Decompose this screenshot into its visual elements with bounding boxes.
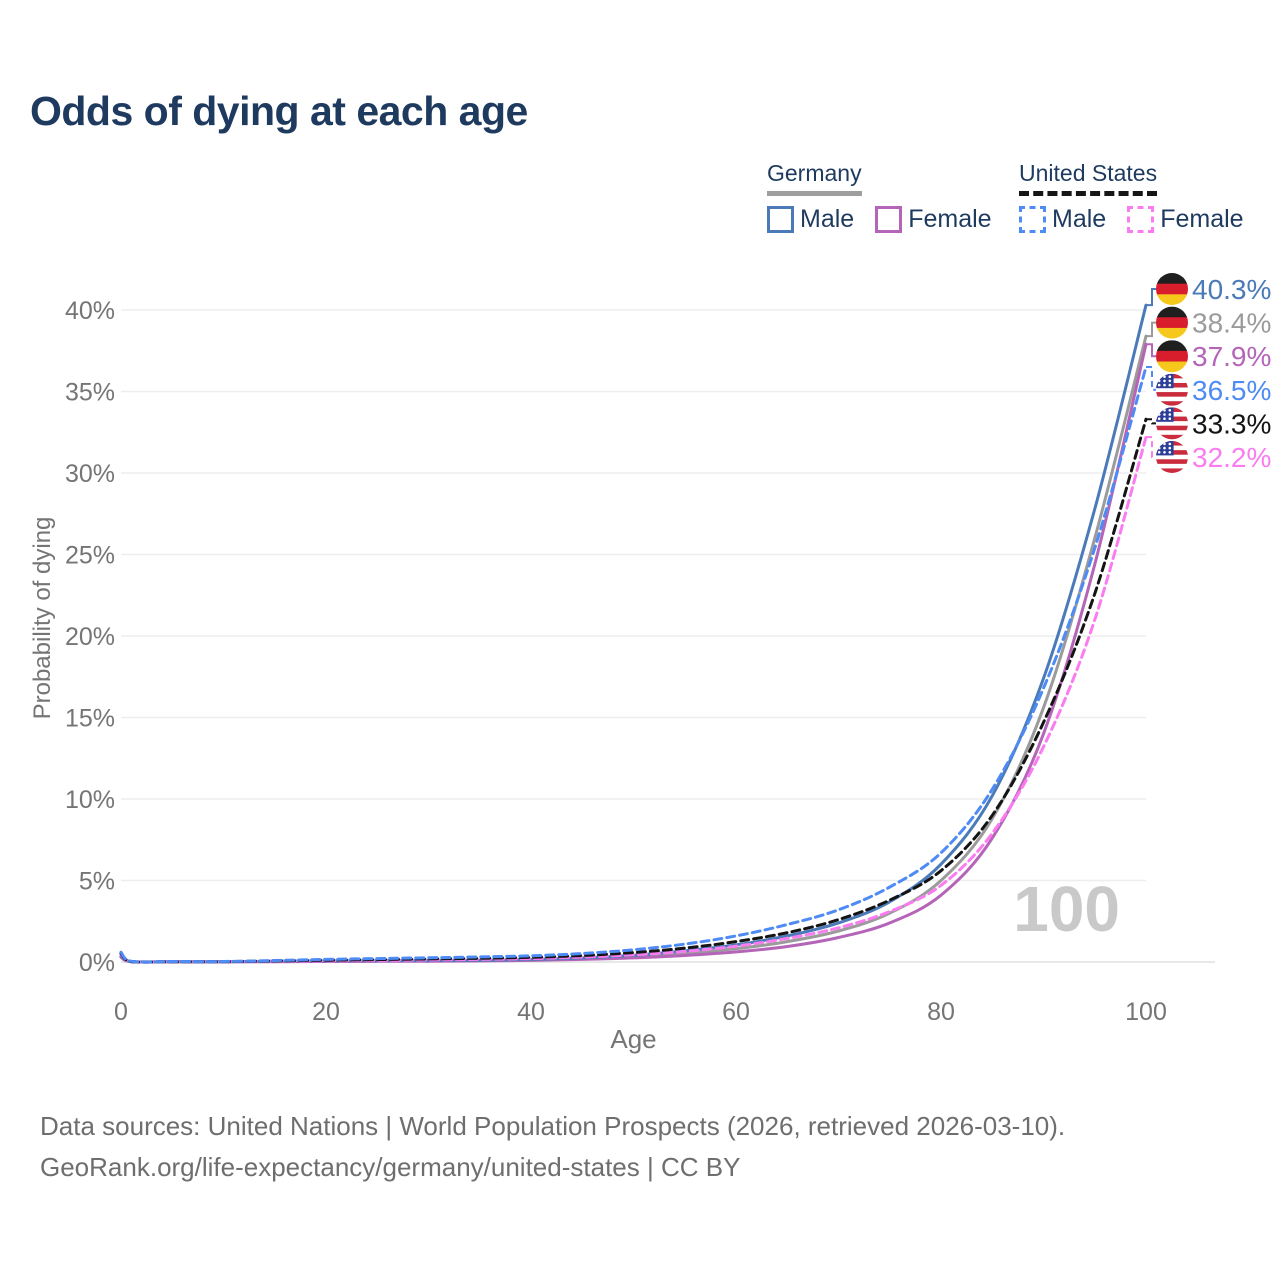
legend-group-united-states: United States Male Female — [1019, 160, 1265, 234]
y-tick-label: 15% — [65, 705, 115, 733]
footer-sources-line: Data sources: United Nations | World Pop… — [40, 1111, 1066, 1141]
us-flag-icon — [1156, 373, 1188, 406]
y-tick-label: 40% — [65, 297, 115, 325]
x-axis-title: Age — [610, 1024, 657, 1054]
germany-flag-icon — [1156, 340, 1188, 373]
legend-item-germany-male[interactable]: Male — [767, 205, 854, 234]
us-flag-icon — [1156, 441, 1188, 473]
y-tick-label: 5% — [79, 868, 115, 896]
germany-male-swatch-icon — [767, 205, 794, 233]
footer: Data sources: United Nations | World Pop… — [40, 1106, 1065, 1188]
y-tick-label: 35% — [65, 379, 115, 407]
y-tick-label: 20% — [65, 623, 115, 651]
legend-item-germany-female[interactable]: Female — [875, 204, 992, 234]
x-tick-label: 100 — [1125, 998, 1167, 1026]
x-tick-label: 0 — [114, 998, 128, 1026]
y-tick-label: 10% — [65, 786, 115, 814]
x-tick-label: 60 — [722, 998, 750, 1026]
legend-item-label: Female — [908, 204, 992, 233]
germany-flag-icon — [1156, 306, 1188, 339]
leader-line — [1146, 418, 1156, 425]
end-value-label: 33.3% — [1192, 408, 1271, 439]
leader-line — [1146, 288, 1156, 307]
series-line-united-states-male — [119, 365, 1148, 964]
end-value-label: 32.2% — [1192, 442, 1271, 473]
germany-flag-icon — [1156, 273, 1188, 305]
series-line-germany-both-sexes — [119, 334, 1148, 964]
end-value-label: 38.4% — [1192, 308, 1271, 339]
y-axis-title: Probability of dying — [29, 516, 56, 720]
x-tick-label: 20 — [312, 998, 340, 1026]
legend-item-label: Male — [1052, 204, 1107, 233]
legend-title-germany[interactable]: Germany — [767, 160, 862, 196]
legend-items-germany: Male Female — [767, 205, 1013, 234]
page-title: Odds of dying at each age — [30, 88, 528, 134]
legend-item-label: Male — [800, 204, 855, 233]
y-tick-label: 25% — [65, 542, 115, 570]
footer-link-line: GeoRank.org/life-expectancy/germany/unit… — [40, 1152, 741, 1182]
legend-group-germany: Germany Male Female — [767, 160, 1013, 234]
germany-female-swatch-icon — [875, 205, 903, 233]
y-tick-label: 0% — [79, 949, 115, 977]
leader-line — [1146, 321, 1156, 338]
x-tick-label: 80 — [927, 998, 955, 1026]
legend-title-united-states[interactable]: United States — [1019, 160, 1158, 196]
us-male-swatch-icon — [1019, 205, 1046, 233]
leader-line — [1146, 366, 1156, 391]
us-flag-icon — [1156, 407, 1188, 440]
legend-items-united-states: Male Female — [1019, 205, 1265, 234]
leader-line — [1146, 343, 1156, 358]
legend-item-label: Female — [1160, 204, 1244, 233]
legend-item-us-male[interactable]: Male — [1019, 205, 1106, 234]
series-line-germany-male — [119, 303, 1148, 964]
end-value-label: 40.3% — [1192, 274, 1271, 305]
legend-item-us-female[interactable]: Female — [1127, 204, 1244, 234]
end-value-label: 36.5% — [1192, 375, 1271, 406]
age-watermark: 100 — [1013, 873, 1120, 945]
leader-line — [1146, 436, 1156, 458]
end-value-label: 37.9% — [1192, 341, 1271, 372]
y-tick-label: 30% — [65, 460, 115, 488]
us-female-swatch-icon — [1127, 205, 1155, 233]
series-line-germany-female — [119, 342, 1148, 964]
x-tick-label: 40 — [517, 998, 545, 1026]
